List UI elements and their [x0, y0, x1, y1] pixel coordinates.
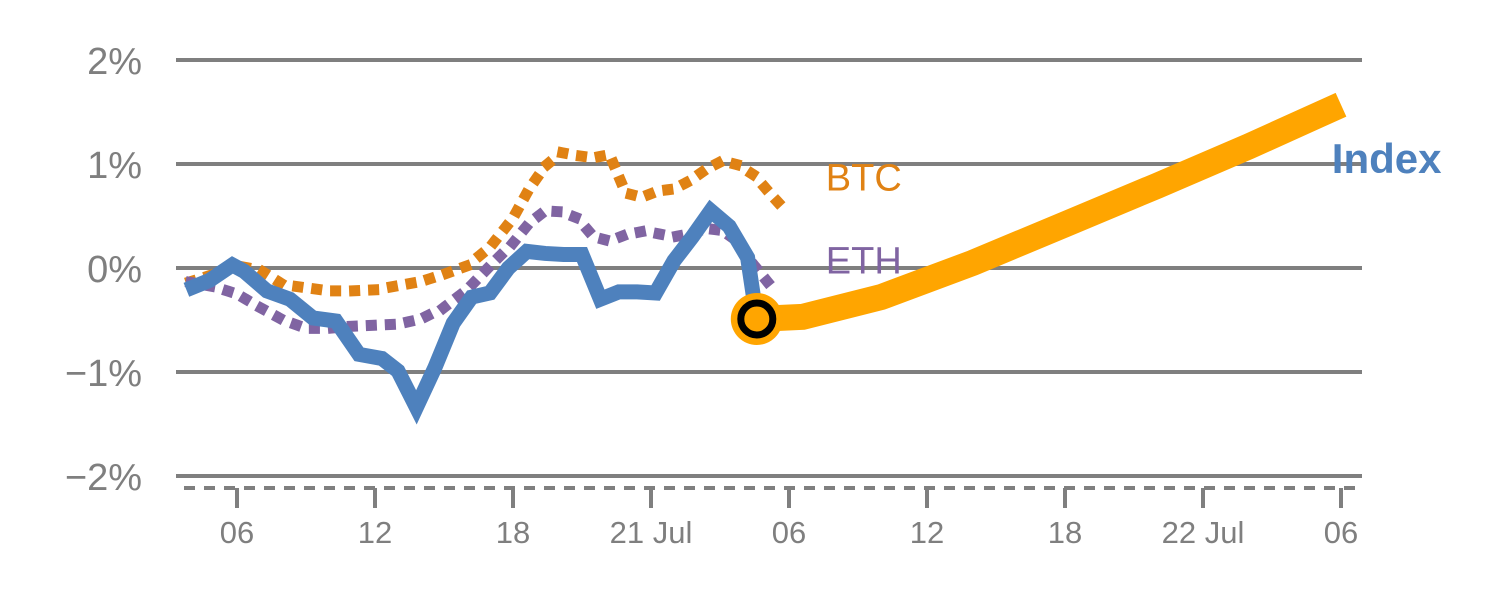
- x-tick-label: 06: [772, 515, 806, 550]
- x-tick-label: 12: [358, 515, 392, 550]
- y-tick-label: 0%: [87, 249, 142, 291]
- series-annotations-group: BTC ETH Index: [826, 135, 1442, 283]
- y-tick-label: −2%: [65, 457, 142, 499]
- x-tick-label: 12: [910, 515, 944, 550]
- series-line-btc: [184, 146, 795, 297]
- y-tick-label: −1%: [65, 353, 142, 395]
- x-axis-ticks-group: [235, 488, 1343, 508]
- gridlines-group: [176, 58, 1362, 478]
- series-label-index: Index: [1332, 135, 1442, 182]
- series-line-index: [183, 199, 765, 425]
- series-plot-group: [183, 92, 1347, 425]
- current-value-marker[interactable]: [737, 299, 777, 339]
- y-tick-label: 1%: [87, 145, 142, 187]
- x-tick-label: 06: [220, 515, 254, 550]
- x-tick-label: 22 Jul: [1162, 515, 1245, 550]
- x-tick-label: 21 Jul: [610, 515, 693, 550]
- x-tick-label: 06: [1324, 515, 1358, 550]
- x-tick-label: 18: [496, 515, 530, 550]
- x-tick-label: 18: [1048, 515, 1082, 550]
- y-tick-label: 2%: [87, 41, 142, 83]
- series-label-eth: ETH: [826, 241, 902, 283]
- y-axis-labels-group: 2% 1% 0% −1% −2%: [65, 41, 142, 499]
- series-label-btc: BTC: [826, 157, 902, 199]
- current-value-marker-group[interactable]: [730, 292, 783, 345]
- series-line-index-forecast: [756, 92, 1347, 332]
- x-axis-labels-group: 06 12 18 21 Jul 06 12 18 22 Jul 06: [220, 515, 1358, 550]
